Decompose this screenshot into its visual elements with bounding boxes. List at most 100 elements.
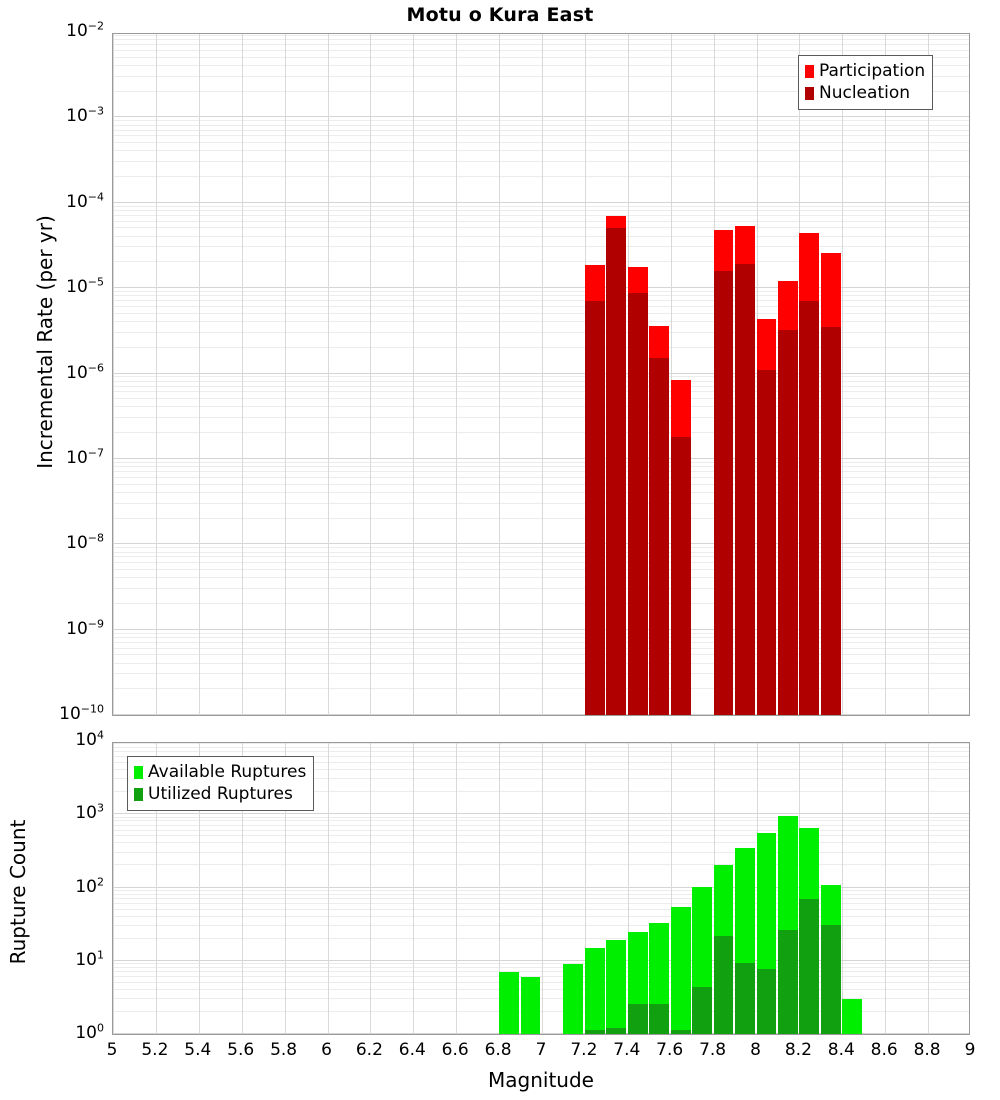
bar — [799, 34, 820, 715]
bar — [563, 743, 584, 1034]
x-tick-label: 8 — [750, 1040, 761, 1060]
legend-swatch-icon — [134, 787, 143, 801]
bar — [713, 34, 734, 715]
gridline-horizontal-minor — [113, 461, 969, 463]
gridline-horizontal-minor — [113, 150, 969, 152]
gridline-horizontal-minor — [113, 897, 969, 899]
y-tick-label: 10−5 — [66, 275, 104, 298]
bar-segment-nucleation — [735, 264, 755, 715]
y-tick-label: 10−8 — [66, 531, 104, 554]
x-tick-label: 6.2 — [355, 1040, 383, 1060]
bar — [820, 743, 841, 1034]
gridline-horizontal-minor — [113, 135, 969, 137]
gridline-vertical — [542, 34, 543, 715]
gridline-horizontal-minor — [113, 483, 969, 485]
y-axis-ticks-top: 10−2 10−3 10−4 10−5 10−6 10−7 10−8 10−9 10−10 — [0, 0, 104, 740]
bar-segment-nucleation — [649, 358, 670, 715]
gridline-horizontal-minor — [113, 321, 969, 323]
bar-segment-utilized-ruptures — [735, 963, 755, 1034]
bar-segment-nucleation — [606, 228, 627, 715]
x-tick-label: 7.6 — [656, 1040, 684, 1060]
gridline-horizontal-minor — [113, 998, 969, 1000]
gridline-vertical — [241, 743, 243, 1034]
bar — [756, 743, 777, 1034]
gridline-horizontal-minor — [113, 300, 969, 302]
gridline-horizontal-minor — [113, 688, 969, 690]
y-tick-label: 102 — [75, 874, 104, 897]
bar — [584, 34, 605, 715]
legend-label: Utilized Ruptures — [148, 783, 293, 804]
gridline-horizontal-minor — [113, 820, 969, 822]
gridline-horizontal-minor — [113, 398, 969, 400]
gridline-horizontal-minor — [113, 864, 969, 866]
x-tick-label: 6 — [321, 1040, 332, 1060]
gridline-horizontal-minor — [113, 385, 969, 387]
y-tick-label: 10−10 — [59, 702, 104, 724]
bar-segment-nucleation — [713, 270, 734, 715]
x-tick-label: 8.6 — [870, 1040, 898, 1060]
gridline-vertical — [842, 743, 844, 1034]
bar-segment-available-ruptures — [842, 999, 863, 1034]
gridline-horizontal-minor — [113, 471, 969, 473]
gridline-horizontal-minor — [113, 291, 969, 293]
gridline-horizontal-minor — [113, 966, 969, 968]
gridline-horizontal-minor — [113, 227, 969, 229]
y-tick-label: 10−9 — [66, 616, 104, 639]
gridline-horizontal-minor — [113, 769, 969, 771]
bar — [735, 34, 755, 715]
x-tick-label: 5.8 — [270, 1040, 298, 1060]
y-tick-label: 10−7 — [66, 446, 104, 468]
plot-area-bottom — [113, 743, 969, 1034]
gridline-horizontal-minor — [113, 331, 969, 333]
bar-segment-nucleation — [756, 369, 777, 715]
bar — [756, 34, 777, 715]
bar — [499, 743, 519, 1034]
gridline-vertical — [584, 743, 586, 1034]
gridline-horizontal-minor — [113, 816, 969, 818]
gridline-horizontal-minor — [113, 346, 969, 348]
gridline-vertical — [499, 743, 501, 1034]
gridline-horizontal-minor — [113, 432, 969, 434]
gridline-horizontal-minor — [113, 417, 969, 419]
gridline-vertical — [113, 743, 114, 1034]
gridline-vertical — [499, 34, 501, 715]
gridline-vertical — [413, 34, 415, 715]
legend-item: Available Ruptures — [134, 761, 306, 783]
gridline-vertical — [327, 34, 329, 715]
gridline-horizontal-minor — [113, 75, 969, 77]
bar — [606, 743, 627, 1034]
gridline-horizontal-minor — [113, 824, 969, 826]
gridline-horizontal-minor — [113, 551, 969, 553]
gridline-vertical — [885, 34, 887, 715]
bar-segment-utilized-ruptures — [670, 1029, 691, 1034]
gridline-horizontal-minor — [113, 988, 969, 990]
gridline-horizontal — [113, 813, 969, 815]
gridline-horizontal-minor — [113, 602, 969, 604]
gridline-horizontal-minor — [113, 636, 969, 638]
bar — [649, 743, 670, 1034]
gridline-vertical — [198, 743, 200, 1034]
gridline-vertical — [327, 743, 329, 1034]
gridline-horizontal-minor — [113, 829, 969, 831]
gridline-horizontal-minor — [113, 214, 969, 216]
gridline-horizontal-minor — [113, 902, 969, 904]
gridline-vertical — [456, 743, 458, 1034]
gridline-vertical — [627, 743, 629, 1034]
gridline-horizontal-minor — [113, 632, 969, 634]
bar — [777, 34, 798, 715]
y-tick-label: 10−6 — [66, 360, 104, 383]
bar-segment-utilized-ruptures — [627, 1003, 648, 1034]
gridline-horizontal — [113, 1033, 969, 1034]
gridline-horizontal-minor — [113, 662, 969, 664]
gridline-vertical — [370, 743, 372, 1034]
gridline-vertical — [928, 34, 930, 715]
gridline-vertical — [198, 34, 200, 715]
bar-segment-nucleation — [670, 437, 691, 715]
gridline-horizontal-minor — [113, 391, 969, 393]
legend-label: Nucleation — [819, 82, 911, 103]
y-tick-label: 10−3 — [66, 104, 104, 127]
gridline-horizontal-minor — [113, 673, 969, 675]
bar-segment-available-ruptures — [670, 907, 691, 1034]
x-tick-label: 5 — [106, 1040, 118, 1060]
bar-segment-available-ruptures — [499, 972, 519, 1034]
